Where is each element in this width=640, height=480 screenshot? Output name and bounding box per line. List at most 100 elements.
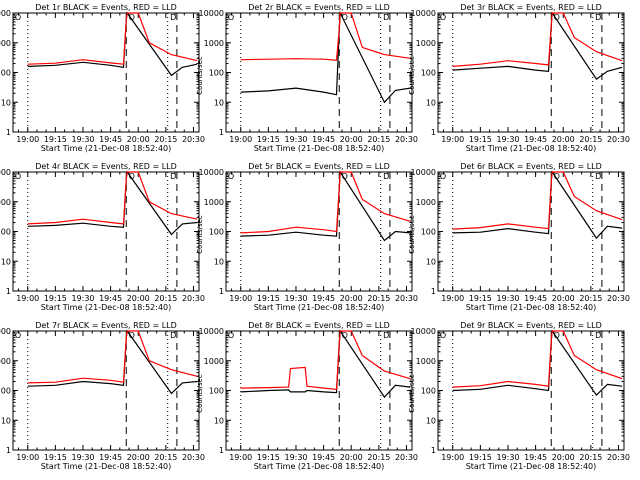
- x-tick-label: 20:00: [340, 453, 363, 462]
- x-tick-label: 19:15: [469, 453, 492, 462]
- x-axis-label: Start Time (21-Dec-08 18:52:40): [41, 144, 172, 153]
- chart-panel-6: Det 6r BLACK = Events, RED = LLD 1 10 100 10…: [408, 162, 630, 312]
- x-tick-label: 19:30: [71, 453, 94, 462]
- lld-series-line: [27, 12, 198, 65]
- y-axis-label: Counts/sec: [408, 215, 416, 254]
- y-tick-label: 10000: [199, 327, 224, 336]
- chart-title: Det 9r BLACK = Events, RED = LLD: [460, 321, 602, 330]
- square-marker: D: [595, 13, 601, 22]
- y-tick-label: 10000: [411, 168, 436, 177]
- square-marker: D: [383, 172, 389, 181]
- circle-marker: O: [342, 172, 348, 181]
- x-axis-label: Start Time (21-Dec-08 18:52:40): [41, 462, 172, 471]
- x-tick-label: 20:30: [395, 453, 418, 462]
- circle-marker: O: [228, 13, 234, 22]
- x-tick-label: 19:45: [312, 453, 335, 462]
- lld-series-line: [452, 330, 623, 388]
- y-tick-label: 1: [219, 287, 224, 296]
- y-tick-label: 10: [426, 416, 436, 425]
- plot-frame: [12, 12, 200, 133]
- x-tick-label: 20:00: [340, 135, 363, 144]
- x-tick-label: 19:00: [229, 135, 252, 144]
- circle-marker: O: [554, 13, 560, 22]
- y-axis-label: Counts/sec: [408, 56, 416, 95]
- y-tick-label: 1: [431, 128, 436, 137]
- circle-marker: O: [129, 13, 135, 22]
- plot-frame: [225, 330, 413, 451]
- x-tick-label: 19:15: [257, 294, 280, 303]
- x-tick-label: 19:15: [44, 453, 67, 462]
- x-tick-label: 20:30: [607, 453, 630, 462]
- x-tick-label: 20:00: [340, 294, 363, 303]
- x-tick-label: 20:00: [127, 453, 150, 462]
- x-tick-label: 20:15: [579, 294, 602, 303]
- x-axis-label: Start Time (21-Dec-08 18:52:40): [254, 144, 385, 153]
- x-tick-label: 19:15: [44, 135, 67, 144]
- y-tick-label: 1: [6, 128, 11, 137]
- y-tick-label: 10: [1, 257, 11, 266]
- plot-frame: [437, 12, 625, 133]
- y-tick-label: 100: [421, 228, 436, 237]
- y-tick-label: 10000: [199, 168, 224, 177]
- circle-marker: O: [129, 331, 135, 340]
- x-tick-label: 19:45: [99, 294, 122, 303]
- circle-marker: O: [440, 172, 446, 181]
- square-marker: D: [383, 331, 389, 340]
- events-series-line: [452, 11, 623, 80]
- lld-series-line: [240, 12, 411, 61]
- x-axis-label: Start Time (21-Dec-08 18:52:40): [254, 462, 385, 471]
- square-marker: D: [170, 13, 176, 22]
- y-tick-label: 10000: [199, 9, 224, 18]
- y-tick-label: 1000: [204, 39, 224, 48]
- lld-series-line: [27, 330, 198, 384]
- x-tick-label: 19:15: [44, 294, 67, 303]
- y-tick-label: 100: [0, 228, 11, 237]
- x-tick-label: 19:00: [441, 135, 464, 144]
- circle-marker: O: [15, 13, 21, 22]
- circle-marker: O: [554, 331, 560, 340]
- x-tick-label: 19:30: [496, 453, 519, 462]
- square-marker: D: [595, 172, 601, 181]
- x-tick-label: 20:30: [395, 294, 418, 303]
- x-tick-label: 19:45: [312, 294, 335, 303]
- y-tick-label: 1000: [416, 357, 436, 366]
- chart-title: Det 3r BLACK = Events, RED = LLD: [460, 3, 602, 12]
- x-tick-label: 20:00: [127, 135, 150, 144]
- y-tick-label: 1: [431, 287, 436, 296]
- chart-panel-1: Det 1r BLACK = Events, RED = LLD 1 10 100 10…: [0, 3, 205, 153]
- y-axis-label: Counts/sec: [196, 374, 204, 413]
- y-tick-label: 100: [0, 69, 11, 78]
- y-tick-label: 1000: [0, 39, 11, 48]
- x-tick-label: 20:15: [367, 294, 390, 303]
- chart-title: Det 4r BLACK = Events, RED = LLD: [35, 162, 177, 171]
- y-tick-label: 1000: [0, 198, 11, 207]
- x-tick-label: 19:45: [524, 294, 547, 303]
- y-tick-label: 100: [209, 69, 224, 78]
- x-tick-label: 20:15: [154, 294, 177, 303]
- circle-marker: O: [15, 172, 21, 181]
- chart-title: Det 6r BLACK = Events, RED = LLD: [460, 162, 602, 171]
- x-tick-label: 19:30: [284, 135, 307, 144]
- square-marker: D: [170, 331, 176, 340]
- y-tick-label: 1000: [416, 198, 436, 207]
- y-tick-label: 10: [1, 416, 11, 425]
- x-axis-label: Start Time (21-Dec-08 18:52:40): [254, 303, 385, 312]
- y-axis-label: Counts/sec: [196, 56, 204, 95]
- y-tick-label: 10: [214, 257, 224, 266]
- y-tick-label: 1: [6, 446, 11, 455]
- circle-marker: O: [440, 331, 446, 340]
- y-tick-label: 1: [6, 287, 11, 296]
- x-tick-label: 20:00: [127, 294, 150, 303]
- lld-series-line: [452, 171, 623, 230]
- plot-frame: [12, 171, 200, 292]
- x-tick-label: 20:00: [552, 294, 575, 303]
- x-tick-label: 19:30: [71, 294, 94, 303]
- circle-marker: O: [342, 331, 348, 340]
- circle-marker: O: [440, 13, 446, 22]
- events-series-line: [27, 11, 198, 77]
- circle-marker: O: [554, 172, 560, 181]
- circle-marker: O: [15, 331, 21, 340]
- events-series-line: [27, 170, 198, 236]
- circle-marker: O: [228, 172, 234, 181]
